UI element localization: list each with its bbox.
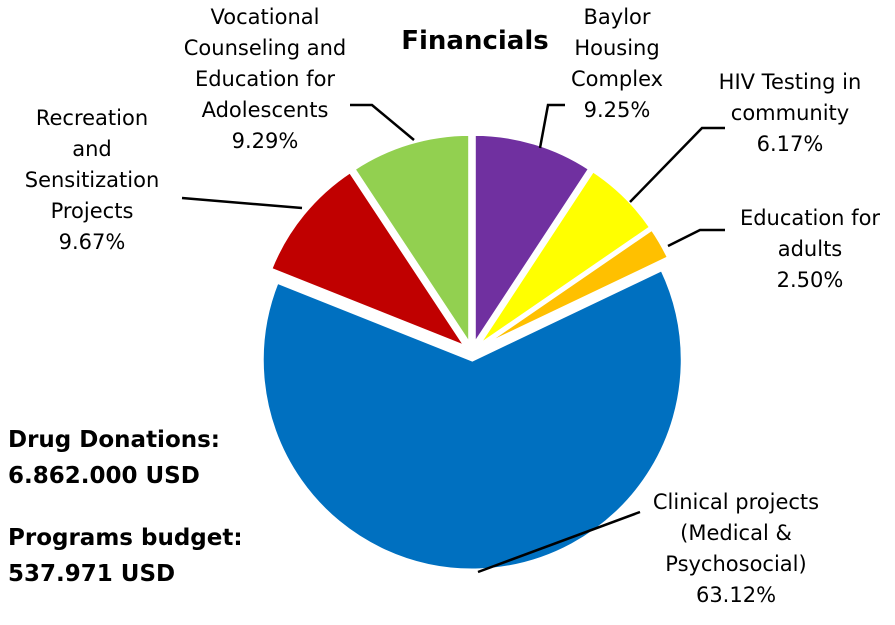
category-label: Clinical projects (Medical & Psychosocia… [652,490,820,576]
value-label: 2.50% [776,268,844,292]
leader-line [538,103,565,149]
slice-label: Vocational Counseling and Education for … [184,2,346,157]
category-label: Baylor Housing Complex [570,5,664,91]
leader-line [477,510,641,574]
leader-line [350,103,415,141]
pie-slice [260,267,684,572]
value-label: 9.29% [231,129,299,153]
category-label: Recreation and Sensitization Projects [24,106,160,223]
value-label: 6.17% [756,132,824,156]
slice-label: Recreation and Sensitization Projects 9.6… [25,103,160,258]
value-label: 9.67% [58,230,126,254]
category-label: Vocational Counseling and Education for … [183,5,347,122]
category-label: HIV Testing in community [718,70,862,125]
pie-slice [476,168,653,348]
slice-label: Baylor Housing Complex 9.25% [571,2,663,126]
slice-label: HIV Testing in community 6.17% [719,67,862,160]
annotation: Programs budget: 537.971 USD [8,525,243,587]
pie-slice [478,227,671,350]
annotation: Drug Donations: 6.862.000 USD [8,427,221,489]
pie-slice [351,132,472,350]
value-label: 63.12% [695,583,777,607]
slice-label: Education for adults 2.50% [740,203,880,296]
slice-label: Clinical projects (Medical & Psychosocia… [653,487,819,611]
category-label: Education for adults [739,206,881,261]
value-label: 9.25% [583,98,651,122]
chart-title: Financials [401,26,549,56]
leader-line [181,196,303,210]
leader-line [629,126,725,203]
pie-slice [472,132,592,350]
pie-slice [268,169,470,351]
leader-line [667,228,725,248]
